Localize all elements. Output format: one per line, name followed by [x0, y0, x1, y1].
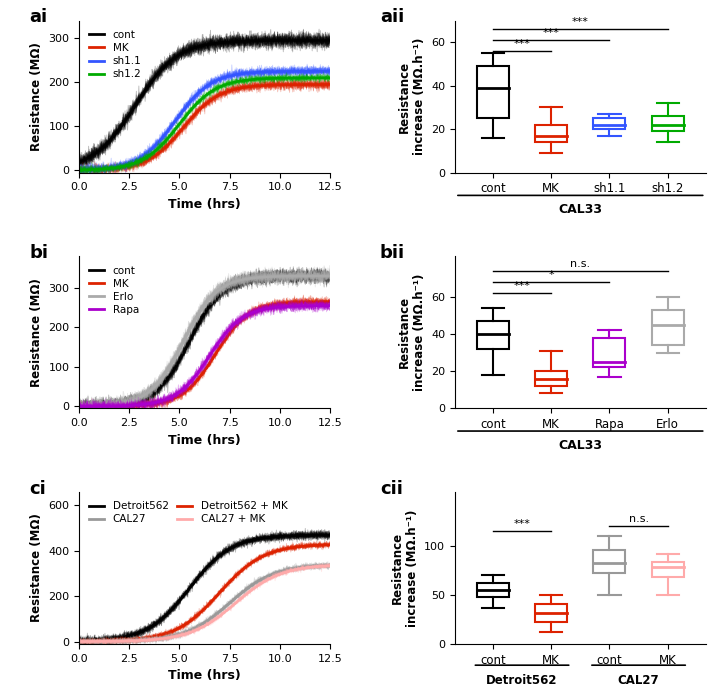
X-axis label: Time (hrs): Time (hrs) — [168, 669, 241, 682]
Text: ci: ci — [29, 479, 46, 498]
Text: ***: *** — [513, 282, 531, 291]
Legend: cont, MK, sh1.1, sh1.2: cont, MK, sh1.1, sh1.2 — [84, 26, 145, 84]
Bar — [652, 562, 684, 577]
Text: CAL33: CAL33 — [558, 203, 603, 216]
Y-axis label: Resistance (MΩ): Resistance (MΩ) — [30, 514, 42, 622]
Bar — [593, 338, 626, 367]
Text: bi: bi — [29, 244, 48, 262]
Text: *: * — [549, 271, 554, 280]
Y-axis label: Resistance (MΩ): Resistance (MΩ) — [30, 278, 42, 386]
Y-axis label: Resistance
increase (MΩ.h⁻¹): Resistance increase (MΩ.h⁻¹) — [391, 509, 419, 627]
Text: ***: *** — [513, 39, 531, 49]
Bar — [652, 310, 684, 345]
Bar — [535, 125, 567, 142]
Text: ***: *** — [572, 17, 589, 27]
Text: Detroit562: Detroit562 — [486, 674, 558, 685]
Text: ai: ai — [29, 8, 48, 27]
Text: n.s.: n.s. — [570, 259, 590, 269]
Text: CAL33: CAL33 — [558, 438, 603, 451]
X-axis label: Time (hrs): Time (hrs) — [168, 434, 241, 447]
Bar — [593, 550, 626, 573]
X-axis label: Time (hrs): Time (hrs) — [168, 198, 241, 211]
Bar — [477, 321, 509, 349]
Y-axis label: Resistance (MΩ): Resistance (MΩ) — [30, 42, 42, 151]
Text: ***: *** — [543, 28, 559, 38]
Text: cii: cii — [380, 479, 402, 498]
Bar — [593, 119, 626, 129]
Bar — [535, 603, 567, 622]
Y-axis label: Resistance
increase (MΩ.h⁻¹): Resistance increase (MΩ.h⁻¹) — [397, 273, 426, 391]
Legend: cont, MK, Erlo, Rapa: cont, MK, Erlo, Rapa — [84, 262, 143, 319]
Text: aii: aii — [380, 8, 404, 27]
Bar — [477, 66, 509, 119]
Text: bii: bii — [380, 244, 405, 262]
Legend: Detroit562, CAL27, Detroit562 + MK, CAL27 + MK: Detroit562, CAL27, Detroit562 + MK, CAL2… — [84, 497, 292, 529]
Bar — [652, 116, 684, 132]
Text: CAL27: CAL27 — [618, 674, 660, 685]
Bar — [535, 371, 567, 386]
Text: ***: *** — [513, 519, 531, 529]
Text: n.s.: n.s. — [629, 514, 649, 524]
Bar — [477, 583, 509, 597]
Y-axis label: Resistance
increase (MΩ.h⁻¹): Resistance increase (MΩ.h⁻¹) — [397, 38, 426, 155]
